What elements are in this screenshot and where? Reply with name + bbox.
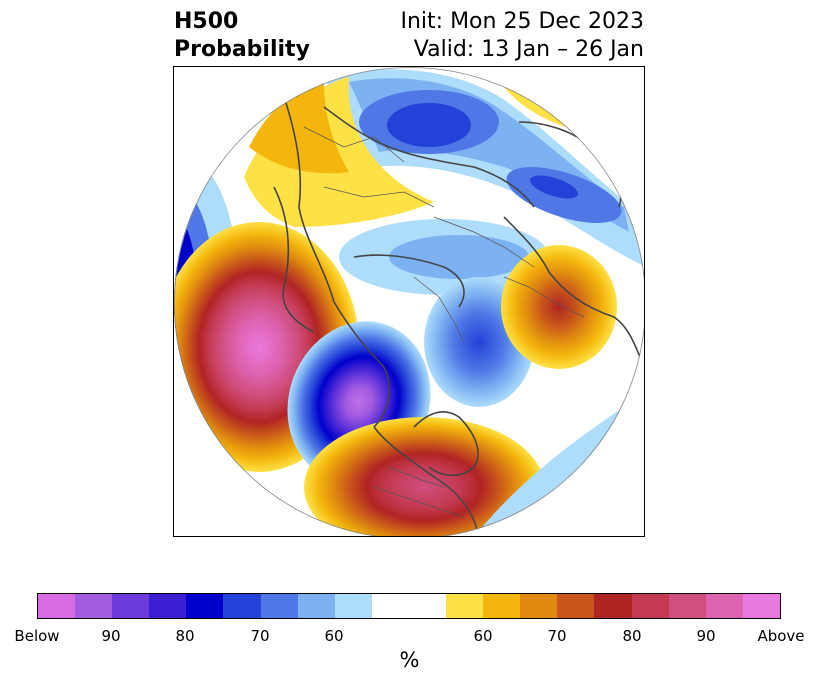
map-panel bbox=[173, 66, 645, 537]
colorbar-swatch bbox=[38, 594, 76, 618]
colorbar-swatch bbox=[631, 594, 669, 618]
tick-label: 70 bbox=[250, 627, 270, 645]
map-dates: Init: Mon 25 Dec 2023 Valid: 13 Jan – 26… bbox=[401, 8, 645, 64]
tick-label: 70 bbox=[547, 627, 567, 645]
colorbar-swatch bbox=[260, 594, 298, 618]
colorbar-swatch bbox=[186, 594, 224, 618]
tick-label: 90 bbox=[696, 627, 716, 645]
probability-colorbar bbox=[37, 593, 781, 619]
borders bbox=[303, 126, 585, 518]
colorbar-swatch bbox=[371, 594, 409, 618]
init-date: Init: Mon 25 Dec 2023 bbox=[400, 9, 645, 34]
tick-label: Above bbox=[757, 627, 805, 645]
tick-label: 80 bbox=[622, 627, 642, 645]
tick-label: Below bbox=[14, 627, 60, 645]
colorbar-swatch bbox=[149, 594, 187, 618]
colorbar-swatch bbox=[297, 594, 335, 618]
valid-range: Valid: 13 Jan – 26 Jan bbox=[413, 37, 644, 62]
colorbar-swatch bbox=[408, 594, 447, 618]
tick-label: 60 bbox=[324, 627, 344, 645]
colorbar-swatch bbox=[668, 594, 706, 618]
map-title: H500 Probability bbox=[174, 8, 310, 64]
colorbar-swatch bbox=[112, 594, 150, 618]
colorbar-swatch bbox=[742, 594, 780, 618]
colorbar-swatch bbox=[520, 594, 558, 618]
colorbar-swatch bbox=[705, 594, 743, 618]
colorbar-swatch bbox=[334, 594, 372, 618]
probability-field bbox=[174, 67, 644, 536]
colorbar-swatch bbox=[483, 594, 521, 618]
colorbar-swatch bbox=[557, 594, 595, 618]
colorbar-swatch bbox=[446, 594, 484, 618]
title-variable: H500 bbox=[174, 9, 239, 34]
title-product: Probability bbox=[174, 37, 310, 62]
tick-label: 90 bbox=[101, 627, 121, 645]
probability-map bbox=[174, 67, 644, 536]
colorbar-swatch bbox=[594, 594, 632, 618]
tick-label: 60 bbox=[473, 627, 493, 645]
colorbar-unit: % bbox=[399, 648, 420, 672]
map-disk-outline bbox=[174, 67, 644, 536]
colorbar-swatch bbox=[75, 594, 113, 618]
colorbar-swatch bbox=[223, 594, 261, 618]
tick-label: 80 bbox=[175, 627, 195, 645]
